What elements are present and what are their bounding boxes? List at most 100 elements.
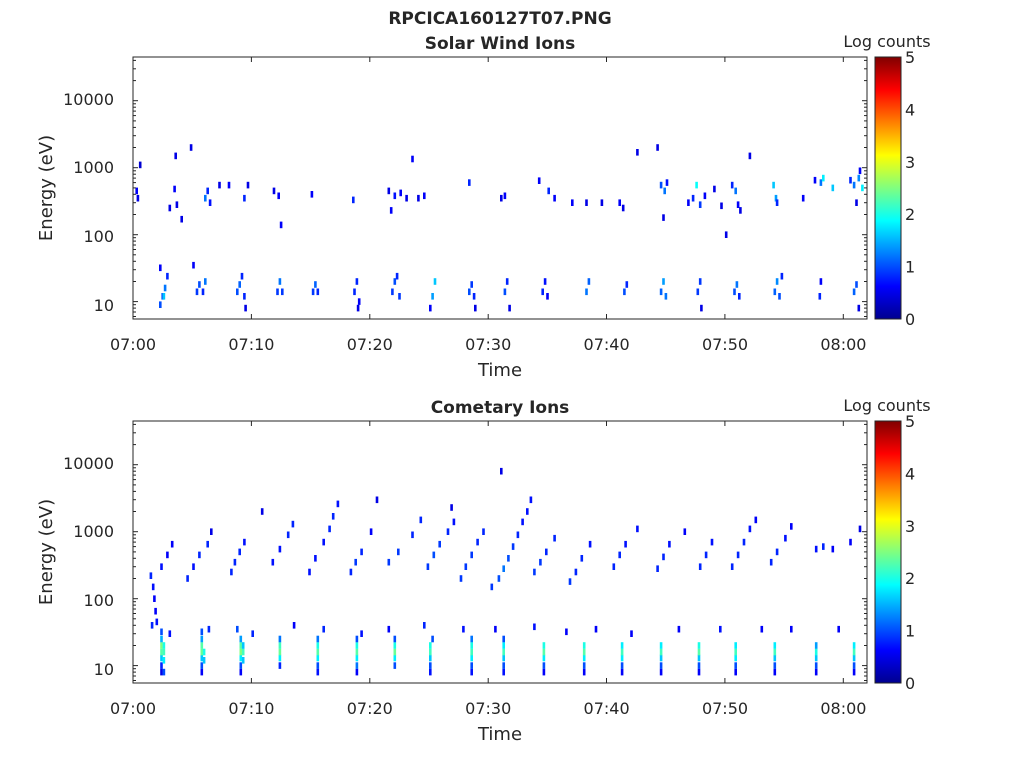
heatmap-cell [542, 642, 546, 649]
heatmap-cell [852, 668, 856, 676]
heatmap-cell [533, 623, 536, 631]
heatmap-cell [423, 192, 426, 200]
heatmap-cell [516, 531, 520, 539]
heatmap-cell [210, 528, 213, 535]
heatmap-cell [429, 304, 432, 312]
panel-1-axes-box [132, 56, 868, 320]
heatmap-cell [664, 293, 668, 300]
heatmap-cell [662, 553, 665, 561]
heatmap-cell [470, 654, 473, 662]
heatmap-cell [166, 551, 169, 559]
heatmap-cell [852, 288, 856, 296]
heatmap-cell [241, 642, 245, 649]
heatmap-cell [547, 187, 550, 195]
heatmap-cell [565, 628, 568, 636]
heatmap-cell [204, 194, 207, 202]
heatmap-cell [162, 293, 166, 300]
heatmap-cell [474, 304, 477, 312]
heatmap-cell [236, 625, 239, 633]
heatmap-cell [594, 625, 598, 633]
heatmap-cell [202, 657, 206, 664]
heatmap-cell [278, 278, 282, 285]
panel-1-xtick-label: 08:00 [820, 335, 866, 354]
heatmap-cell [482, 528, 485, 535]
heatmap-cell [742, 538, 746, 546]
panel-1-cbar-tick: 4 [905, 100, 915, 119]
heatmap-cell [355, 278, 359, 285]
heatmap-cell [659, 642, 663, 649]
heatmap-cell [822, 174, 825, 182]
heatmap-cell [328, 525, 331, 533]
heatmap-cell [189, 144, 193, 151]
heatmap-cell [174, 152, 177, 160]
heatmap-cell [620, 662, 624, 669]
heatmap-cell [582, 648, 586, 656]
heatmap-cell [545, 548, 548, 556]
heatmap-cell [470, 648, 473, 656]
heatmap-cell [135, 187, 138, 195]
heatmap-cell [239, 668, 243, 676]
heatmap-cell [537, 177, 541, 184]
heatmap-cell [278, 545, 282, 553]
heatmap-cell [195, 288, 199, 296]
heatmap-cell [502, 662, 505, 669]
heatmap-cell [336, 500, 340, 508]
heatmap-cell [677, 625, 681, 633]
heatmap-cell [618, 199, 621, 206]
heatmap-cell [243, 293, 246, 300]
heatmap-cell [200, 648, 204, 656]
panel-1-ytick-label: 100 [83, 227, 114, 246]
heatmap-cell [387, 558, 391, 566]
heatmap-cell [292, 622, 296, 629]
heatmap-cell [490, 583, 494, 591]
heatmap-cell [772, 181, 775, 189]
heatmap-cell [697, 668, 701, 676]
heatmap-cell [697, 662, 701, 669]
heatmap-cell [353, 288, 356, 296]
heatmap-cell [429, 668, 432, 676]
heatmap-cell [533, 568, 536, 576]
heatmap-cell [470, 281, 473, 288]
heatmap-cell [360, 630, 363, 637]
heatmap-cell [713, 185, 716, 193]
panel-solar-wind-ions: Solar Wind Ions 10 100 1000 10000 07:00 … [36, 32, 931, 381]
heatmap-cell [656, 144, 659, 151]
panel-2-xtick-label: 07:00 [110, 699, 156, 718]
heatmap-cell [173, 185, 176, 193]
panel-2-colorbar-label: Log counts [843, 396, 930, 415]
heatmap-cell [395, 272, 399, 280]
heatmap-cell [316, 662, 320, 669]
panel-cometary-ions: Cometary Ions 10 100 1000 10000 07:00 07… [36, 396, 931, 745]
heatmap-cell [625, 281, 629, 288]
panel-2-ytick-label: 10000 [63, 454, 114, 473]
panel-1-ytick-label: 10 [94, 296, 114, 315]
heatmap-cell [239, 642, 243, 649]
heatmap-cell [730, 181, 734, 189]
heatmap-cell [542, 662, 546, 669]
heatmap-cell [431, 635, 434, 643]
panel-1-xtick-label: 07:10 [228, 335, 274, 354]
heatmap-cell [773, 642, 777, 649]
heatmap-cell [160, 668, 163, 676]
heatmap-cell [814, 662, 818, 669]
heatmap-cell [243, 538, 246, 546]
panel-2-xtick-label: 07:30 [465, 699, 511, 718]
panel-1-colorbar-label: Log counts [843, 32, 930, 51]
heatmap-cell [160, 563, 163, 570]
heatmap-cell [316, 654, 320, 662]
heatmap-cell [698, 563, 702, 570]
panel-1-x-ticks: 07:00 07:10 07:20 07:30 07:40 07:50 08:0… [110, 57, 866, 354]
heatmap-cell [822, 543, 825, 550]
heatmap-cell [314, 555, 317, 562]
heatmap-cell [218, 181, 221, 189]
heatmap-cell [206, 540, 209, 548]
heatmap-cell [393, 635, 397, 643]
heatmap-cell [502, 565, 505, 572]
heatmap-cell [200, 654, 204, 662]
heatmap-cell [858, 525, 862, 533]
heatmap-cell [170, 540, 174, 548]
panel-2-ytick-label: 10 [94, 660, 114, 679]
heatmap-cell [200, 628, 204, 636]
heatmap-cell [529, 496, 533, 504]
